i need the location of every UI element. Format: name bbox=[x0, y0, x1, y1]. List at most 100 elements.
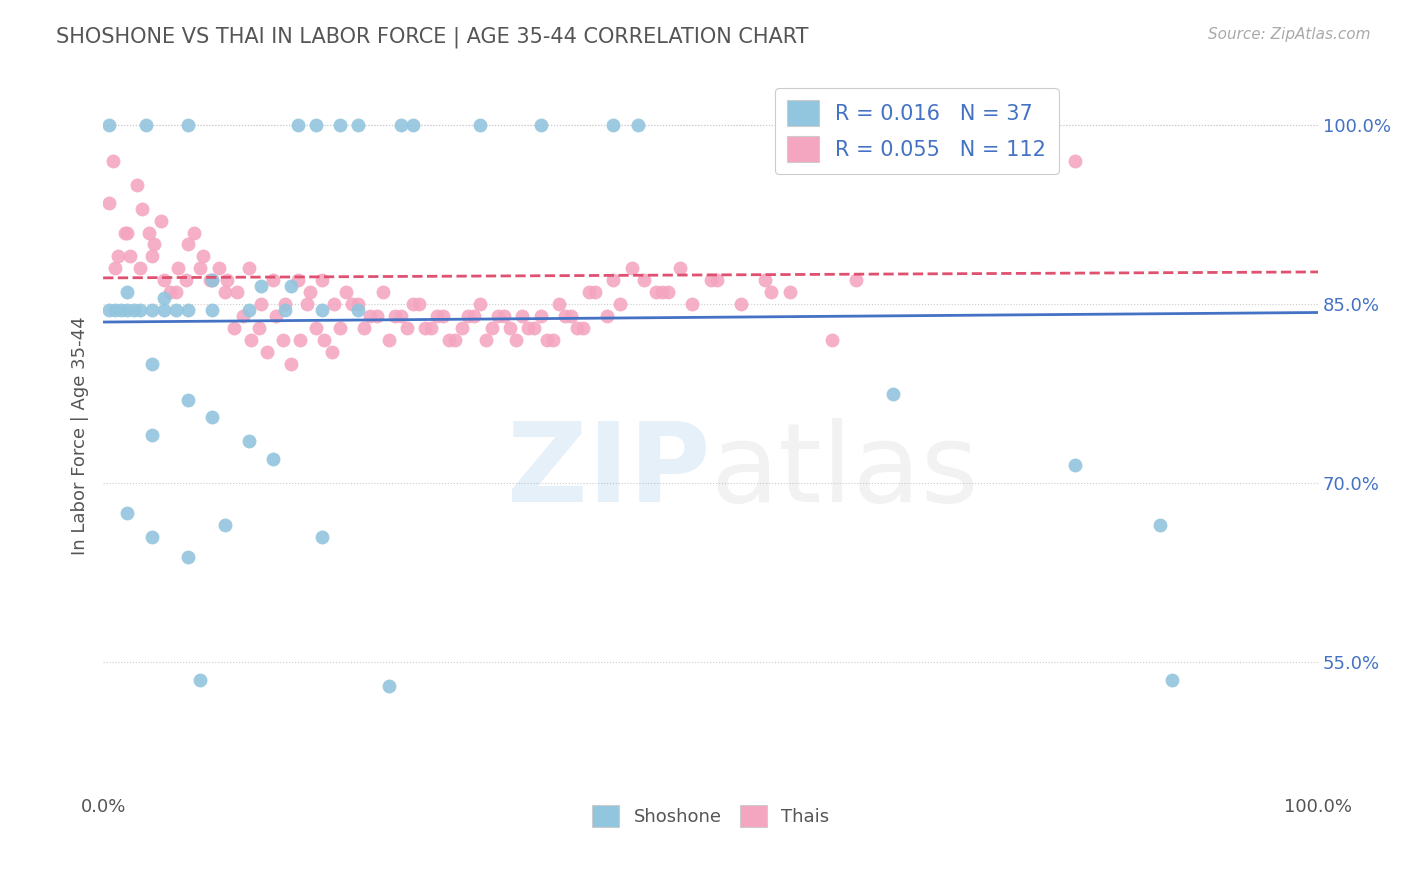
Point bbox=[481, 321, 503, 335]
Point bbox=[311, 273, 333, 287]
Point bbox=[353, 321, 375, 335]
Point bbox=[342, 297, 364, 311]
Point bbox=[347, 118, 370, 132]
Point bbox=[174, 273, 197, 287]
Point bbox=[177, 303, 200, 318]
Point bbox=[131, 202, 153, 216]
Point bbox=[536, 333, 558, 347]
Point bbox=[104, 261, 127, 276]
Point bbox=[560, 309, 582, 323]
Point bbox=[314, 333, 336, 347]
Point bbox=[143, 237, 166, 252]
Point bbox=[651, 285, 673, 300]
Point bbox=[287, 118, 309, 132]
Point bbox=[225, 285, 247, 300]
Point bbox=[165, 303, 187, 318]
Text: atlas: atlas bbox=[710, 417, 979, 524]
Point bbox=[681, 297, 703, 311]
Point bbox=[761, 285, 783, 300]
Point bbox=[730, 297, 752, 311]
Point bbox=[596, 309, 619, 323]
Point bbox=[384, 309, 406, 323]
Point bbox=[669, 261, 692, 276]
Point bbox=[463, 309, 485, 323]
Point bbox=[101, 153, 124, 168]
Point bbox=[298, 285, 321, 300]
Point bbox=[250, 297, 273, 311]
Point bbox=[821, 333, 844, 347]
Point bbox=[138, 226, 160, 240]
Point bbox=[395, 321, 418, 335]
Legend: Shoshone, Thais: Shoshone, Thais bbox=[585, 798, 837, 834]
Point bbox=[141, 357, 163, 371]
Point bbox=[141, 428, 163, 442]
Point bbox=[183, 226, 205, 240]
Text: Source: ZipAtlas.com: Source: ZipAtlas.com bbox=[1208, 27, 1371, 42]
Point bbox=[583, 285, 606, 300]
Point bbox=[494, 309, 516, 323]
Point bbox=[127, 178, 149, 192]
Point bbox=[499, 321, 522, 335]
Point bbox=[280, 357, 302, 371]
Point bbox=[389, 309, 412, 323]
Point bbox=[110, 303, 132, 318]
Point bbox=[141, 249, 163, 263]
Point bbox=[122, 303, 145, 318]
Point bbox=[366, 309, 388, 323]
Point bbox=[377, 679, 399, 693]
Point bbox=[224, 321, 246, 335]
Point bbox=[165, 285, 187, 300]
Point bbox=[232, 309, 254, 323]
Point bbox=[620, 261, 643, 276]
Point bbox=[188, 673, 211, 687]
Point bbox=[238, 261, 260, 276]
Point bbox=[238, 303, 260, 318]
Point bbox=[347, 297, 370, 311]
Point bbox=[288, 333, 311, 347]
Point bbox=[347, 303, 370, 318]
Point bbox=[510, 309, 533, 323]
Point bbox=[305, 321, 328, 335]
Point bbox=[247, 321, 270, 335]
Point bbox=[238, 434, 260, 449]
Point bbox=[117, 506, 139, 520]
Point bbox=[321, 344, 343, 359]
Point bbox=[98, 195, 121, 210]
Point bbox=[274, 297, 297, 311]
Point bbox=[845, 273, 868, 287]
Point bbox=[262, 452, 284, 467]
Point bbox=[128, 303, 150, 318]
Point bbox=[1161, 673, 1184, 687]
Point bbox=[468, 297, 491, 311]
Point bbox=[117, 285, 139, 300]
Point bbox=[413, 321, 436, 335]
Point bbox=[645, 285, 668, 300]
Point bbox=[505, 333, 527, 347]
Point bbox=[274, 303, 297, 318]
Point bbox=[262, 273, 284, 287]
Point bbox=[1064, 153, 1087, 168]
Point bbox=[104, 303, 127, 318]
Point bbox=[329, 118, 352, 132]
Point bbox=[240, 333, 263, 347]
Point bbox=[602, 273, 624, 287]
Point bbox=[297, 297, 319, 311]
Point bbox=[609, 297, 631, 311]
Point bbox=[529, 309, 551, 323]
Point bbox=[177, 118, 200, 132]
Point bbox=[117, 226, 139, 240]
Point bbox=[486, 309, 509, 323]
Point bbox=[107, 249, 129, 263]
Point bbox=[118, 249, 141, 263]
Point bbox=[188, 261, 211, 276]
Point bbox=[565, 321, 588, 335]
Point bbox=[201, 273, 224, 287]
Point bbox=[523, 321, 546, 335]
Point bbox=[371, 285, 394, 300]
Point bbox=[280, 279, 302, 293]
Point bbox=[529, 118, 551, 132]
Point bbox=[882, 386, 904, 401]
Point bbox=[198, 273, 221, 287]
Point bbox=[420, 321, 443, 335]
Point bbox=[191, 249, 214, 263]
